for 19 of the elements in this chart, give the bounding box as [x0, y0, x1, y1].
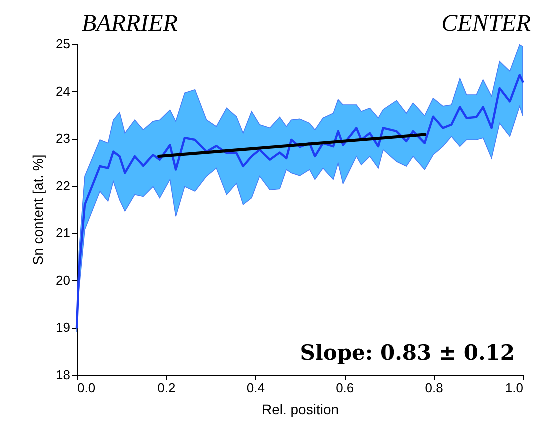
x-tick-label: 0.0	[78, 380, 96, 396]
y-tick-label: 21	[56, 226, 70, 241]
x-tick-label: 0.2	[158, 380, 176, 396]
x-axis-title: Rel. position	[262, 402, 340, 418]
text: BARRIER	[82, 11, 178, 37]
y-tick-label: 19	[56, 320, 70, 336]
annotation: Slope: 0.83 ± 0.12	[300, 340, 515, 365]
y-tick-label: 20	[56, 272, 70, 288]
x-tick-label: 0.8	[425, 380, 444, 396]
y-axis-title: Sn content [at. %]	[30, 154, 46, 266]
y-tick-label: 24	[56, 84, 70, 99]
x-tick-label: 0.4	[246, 380, 265, 396]
y-tick-label: 23	[56, 131, 70, 146]
y-tick-label: 25	[56, 36, 70, 52]
y-tick-label: 18	[56, 368, 70, 382]
y-tick-label: 22	[56, 178, 70, 194]
x-tick-label: 1.0	[505, 380, 524, 396]
x-tick-label: 0.6	[336, 380, 354, 396]
text: CENTER	[442, 11, 532, 37]
